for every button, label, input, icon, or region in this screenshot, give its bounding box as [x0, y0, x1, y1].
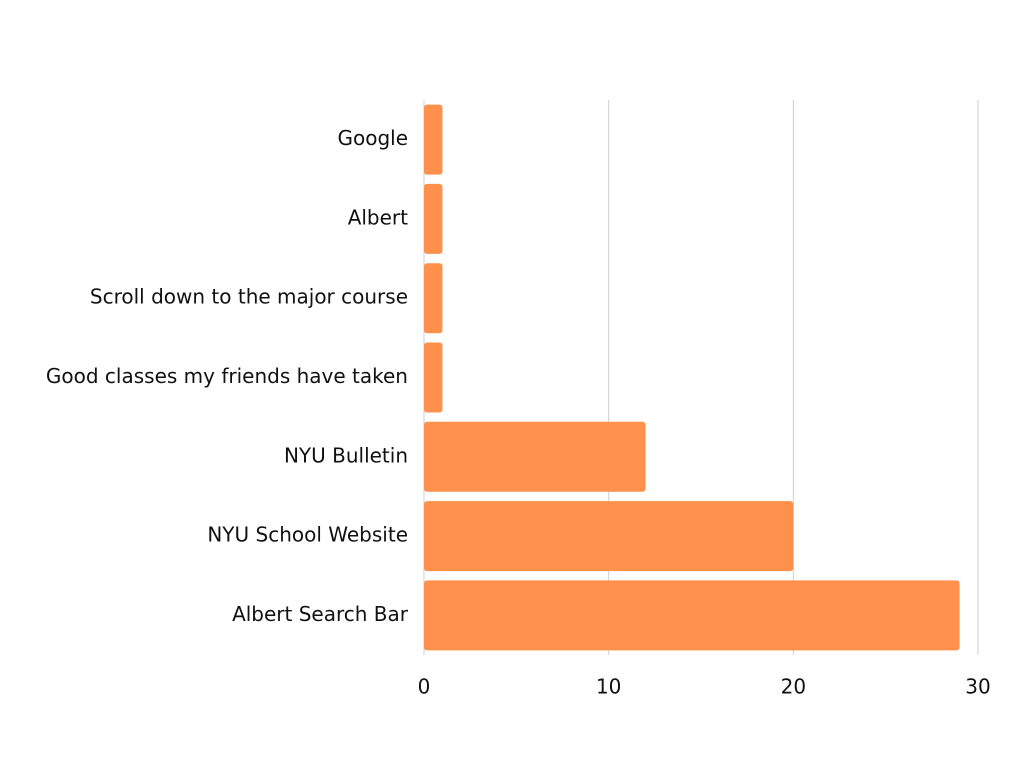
x-tick-label: 10: [596, 675, 621, 699]
bar: [424, 104, 443, 175]
category-label: NYU School Website: [207, 523, 408, 547]
gridlines: [423, 100, 979, 655]
bar: [424, 342, 443, 413]
category-label: Good classes my friends have taken: [46, 364, 408, 388]
x-tick-label: 20: [781, 675, 806, 699]
bar: [424, 501, 794, 572]
bars: [424, 104, 960, 651]
category-label: Scroll down to the major course: [90, 285, 408, 309]
bar: [424, 421, 646, 492]
bar: [424, 263, 443, 334]
category-label: Google: [337, 126, 408, 150]
category-label: Albert Search Bar: [232, 602, 409, 626]
x-tick-label: 0: [418, 675, 431, 699]
category-label: NYU Bulletin: [284, 443, 408, 467]
x-tick-label: 30: [965, 675, 990, 699]
bar: [424, 580, 960, 651]
bar: [424, 183, 443, 254]
category-label: Albert: [348, 205, 408, 229]
x-axis-ticks: 0 10 20 30: [418, 675, 991, 699]
category-labels: Google Albert Scroll down to the major cou…: [46, 126, 409, 626]
